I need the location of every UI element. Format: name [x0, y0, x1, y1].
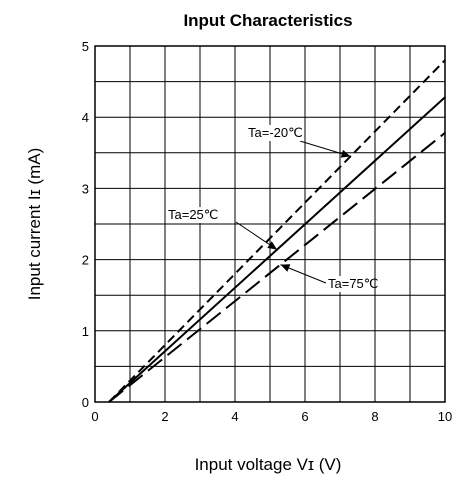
series-lines: [108, 59, 446, 403]
annotation-label-bg: [166, 207, 214, 223]
x-tick-label: 6: [301, 409, 308, 424]
x-tick-label: 8: [371, 409, 378, 424]
y-axis-label: Input current Iɪ (mA): [25, 148, 44, 301]
y-tick-labels: 0 1 2 3 4 5: [82, 39, 89, 410]
plot-frame: [94, 45, 446, 403]
annotation-label-bg: [246, 125, 302, 141]
y-tick-label: 5: [82, 39, 89, 54]
annotation-label: Ta=75℃: [328, 276, 378, 291]
annotation-arrow-head: [340, 149, 351, 158]
annotation-label: Ta=-20℃: [248, 125, 303, 140]
chart-title: Input Characteristics: [183, 11, 352, 30]
annotation-label: Ta=25℃: [168, 207, 218, 222]
annotations: Ta=-20℃ Ta=25℃ Ta=75℃: [166, 125, 378, 292]
annotation-arrow-head: [267, 241, 277, 250]
grid: [95, 46, 445, 402]
y-tick-label: 2: [82, 253, 89, 268]
x-tick-label: 0: [91, 409, 98, 424]
y-tick-label: 3: [82, 181, 89, 196]
x-tick-labels: 0 2 4 6 8 10: [91, 409, 452, 424]
x-tick-label: 4: [231, 409, 238, 424]
annotation-arrow-head: [280, 264, 291, 272]
y-tick-label: 0: [82, 395, 89, 410]
series-line-0: [108, 59, 446, 403]
annotation-label-bg: [326, 276, 374, 292]
y-tick-label: 4: [82, 110, 89, 125]
x-axis-label: Input voltage Vɪ (V): [195, 455, 342, 474]
x-tick-label: 10: [438, 409, 452, 424]
x-tick-label: 2: [161, 409, 168, 424]
series-line-2: [108, 132, 446, 403]
y-tick-label: 1: [82, 324, 89, 339]
